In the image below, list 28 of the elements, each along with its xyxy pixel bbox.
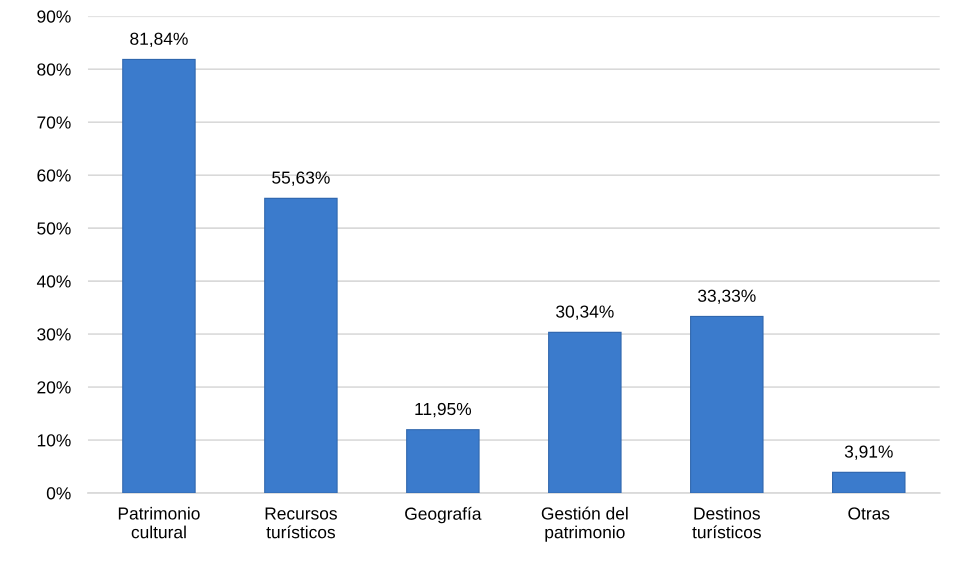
x-tick-label: Patrimonio cultural bbox=[118, 506, 200, 538]
data-label: 3,91% bbox=[844, 445, 893, 460]
y-tick-label: 10% bbox=[38, 434, 71, 446]
data-label: 30,34% bbox=[556, 305, 614, 320]
data-label: 55,63% bbox=[272, 171, 330, 186]
x-tick-label: Recursos turísticos bbox=[266, 508, 337, 538]
y-tick-label: 50% bbox=[37, 222, 71, 235]
x-tick-label: Gestión del patrimonio bbox=[542, 506, 628, 542]
bar bbox=[548, 332, 622, 493]
bar bbox=[832, 472, 906, 493]
y-tick-label: 40% bbox=[36, 275, 71, 288]
y-tick-label: 60% bbox=[37, 169, 71, 182]
y-tick-label: 80% bbox=[37, 63, 71, 76]
bar bbox=[122, 58, 196, 493]
y-tick-label: 30% bbox=[37, 328, 71, 341]
data-label: 11,95% bbox=[415, 402, 472, 418]
y-tick-label: 20% bbox=[37, 381, 71, 394]
data-label: 81,84% bbox=[130, 32, 188, 47]
y-tick-label: 0% bbox=[46, 487, 71, 500]
data-label: 33,33% bbox=[698, 290, 756, 304]
y-tick-label: 90% bbox=[37, 10, 71, 23]
bar bbox=[690, 316, 764, 493]
x-tick-label: Geografía bbox=[405, 506, 482, 524]
bar bbox=[264, 198, 338, 493]
x-tick-label: Destinos turísticos bbox=[692, 506, 761, 538]
x-tick-label: Otras bbox=[848, 507, 890, 520]
bar bbox=[406, 429, 480, 493]
y-tick-label: 70% bbox=[37, 116, 71, 129]
